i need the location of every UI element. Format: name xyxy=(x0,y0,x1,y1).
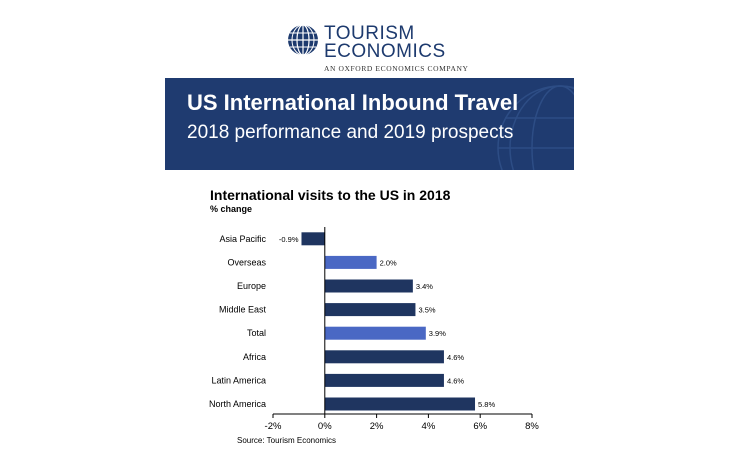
logo: TOURISM ECONOMICS AN OXFORD ECONOMICS CO… xyxy=(286,22,486,76)
title-banner: US International Inbound Travel 2018 per… xyxy=(165,78,574,170)
data-label: 4.6% xyxy=(447,353,464,362)
x-tick-label: 8% xyxy=(525,421,539,432)
data-label: -0.9% xyxy=(279,235,299,244)
chart-title: International visits to the US in 2018 xyxy=(210,187,451,203)
data-label: 3.5% xyxy=(418,306,435,315)
banner-title: US International Inbound Travel xyxy=(187,90,519,115)
bar-latin-america xyxy=(324,373,444,387)
chart-subtitle: % change xyxy=(210,204,253,214)
category-label: Total xyxy=(247,328,266,338)
banner-subtitle: 2018 performance and 2019 prospects xyxy=(187,122,514,143)
category-label: Middle East xyxy=(219,305,267,315)
banner-globe-decoration xyxy=(497,85,574,170)
x-tick-label: 4% xyxy=(422,421,436,432)
logo-text-line1: TOURISM xyxy=(324,23,415,44)
globe-icon xyxy=(288,24,318,56)
data-label: 4.6% xyxy=(447,376,464,385)
x-tick-label: 0% xyxy=(318,421,332,432)
category-label: Europe xyxy=(237,281,266,291)
category-label: Overseas xyxy=(227,257,266,267)
logo-tagline: AN OXFORD ECONOMICS COMPANY xyxy=(324,64,469,73)
bar-north-america xyxy=(324,397,476,411)
data-label: 3.9% xyxy=(429,329,446,338)
bar-africa xyxy=(324,350,444,364)
logo-text-line2: ECONOMICS xyxy=(324,41,446,62)
category-label: Asia Pacific xyxy=(219,234,266,244)
category-label: Africa xyxy=(243,352,266,362)
bar-europe xyxy=(324,279,413,293)
x-tick-label: 6% xyxy=(473,421,487,432)
x-tick-label: 2% xyxy=(370,421,384,432)
data-label: 5.8% xyxy=(478,400,495,409)
bar-overseas xyxy=(324,255,377,269)
category-label: Latin America xyxy=(211,375,266,385)
data-label: 3.4% xyxy=(416,282,433,291)
bar-asia-pacific xyxy=(301,232,325,246)
bar-total xyxy=(324,326,426,340)
bar-middle-east xyxy=(324,303,416,317)
x-tick-label: -2% xyxy=(265,421,282,432)
data-label: 2.0% xyxy=(380,258,397,267)
source-note: Source: Tourism Economics xyxy=(237,436,336,445)
category-label: North America xyxy=(209,399,266,409)
